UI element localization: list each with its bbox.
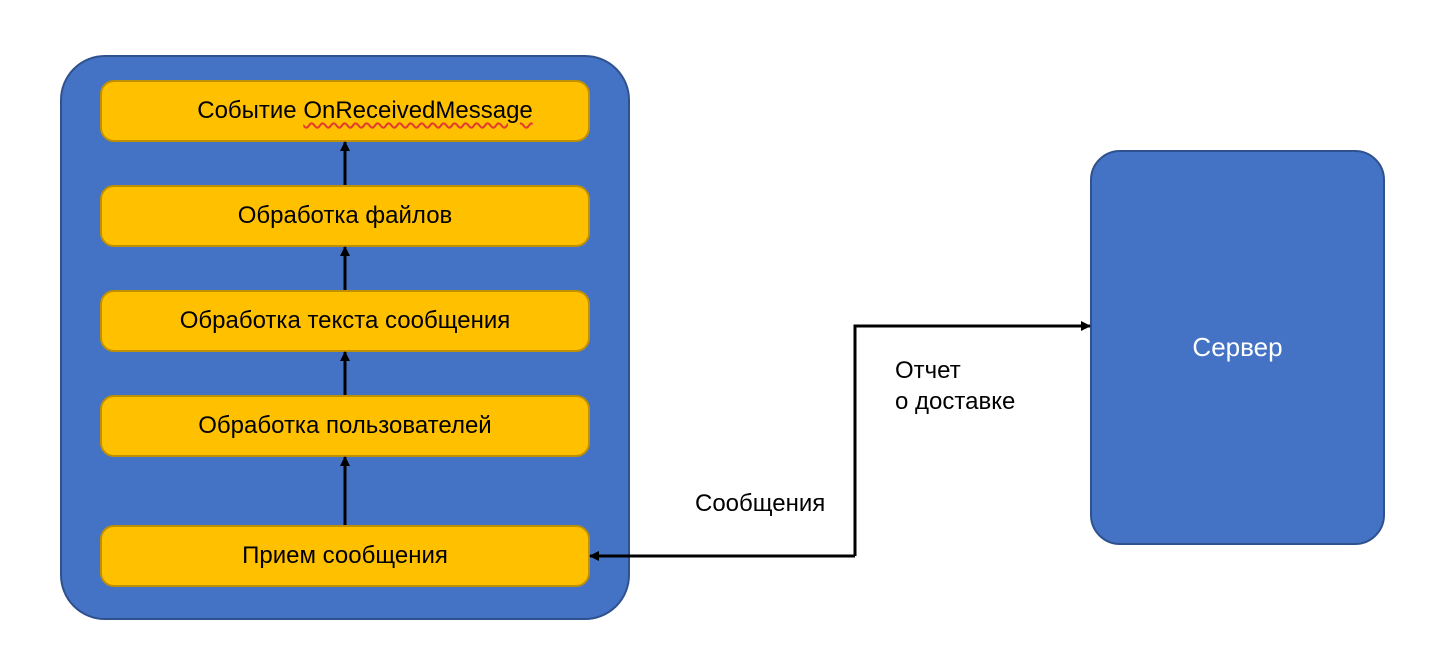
edge-label-messages: Сообщения (695, 490, 825, 518)
node-label: Обработка текста сообщения (180, 307, 510, 335)
node-label-underlined: OnReceivedMessage (303, 97, 532, 124)
node-process-text: Обработка текста сообщения (100, 290, 590, 352)
node-event-onreceived: Событие OnReceivedMessage (100, 80, 590, 142)
node-receive-msg: Прием сообщения (100, 525, 590, 587)
diagram-canvas: Событие OnReceivedMessage Обработка файл… (0, 0, 1432, 652)
server-label: Сервер (1192, 332, 1282, 363)
node-label: Событие OnReceivedMessage (157, 69, 533, 153)
node-process-files: Обработка файлов (100, 185, 590, 247)
node-process-users: Обработка пользователей (100, 395, 590, 457)
server-node: Сервер (1090, 150, 1385, 545)
node-label: Обработка пользователей (198, 412, 491, 440)
node-label-plain: Событие (197, 97, 303, 124)
node-label: Прием сообщения (242, 542, 448, 570)
node-label: Обработка файлов (238, 202, 453, 230)
edge-label-report: Отчет о доставке (895, 355, 1015, 417)
